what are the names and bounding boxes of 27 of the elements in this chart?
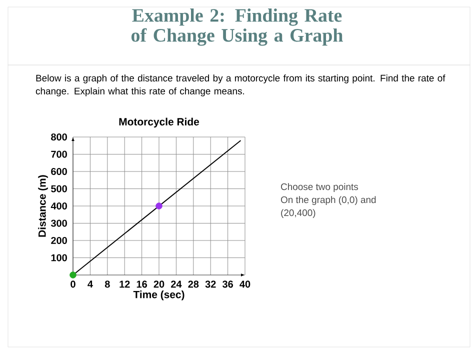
y-tick-label: 600 [51, 168, 67, 176]
x-tick-label: 32 [205, 280, 216, 288]
x-tick-label: 0 [70, 280, 76, 288]
x-tick-label: 40 [240, 280, 250, 288]
x-tick-label: 12 [120, 280, 130, 288]
text: On the graph (0,0) and [280, 196, 376, 205]
text: (20,400) [281, 209, 316, 218]
y-tick-label: 300 [50, 220, 67, 227]
x-tick-label: 4 [88, 280, 93, 288]
y-axis-title: Distance (m) [38, 175, 48, 237]
x-tick-label: 24 [171, 280, 182, 288]
x-tick-label: 16 [136, 280, 147, 288]
x-tick-label: 36 [222, 280, 233, 288]
text: Example 2: Finding Rate of Change Using a Graph [131, 8, 343, 46]
y-tick-label: 100 [51, 254, 67, 262]
y-tick-label: 800 [51, 133, 67, 141]
text: Below is a graph of the distance traveled by a motorcycle from its starting point. Find the rate of change. Explain what this rate of change means. [36, 74, 446, 96]
y-tick-label: 500 [51, 185, 67, 192]
text: Choose two points [281, 183, 358, 192]
chart-title: Motorcycle Ride [119, 118, 200, 128]
x-axis-title: Time (sec) [133, 290, 184, 300]
y-tick-label: 700 [51, 150, 67, 158]
y-tick-label: 400 [50, 202, 67, 210]
x-tick-label: 8 [104, 280, 110, 288]
x-tick-label: 28 [188, 280, 199, 288]
x-tick-label: 20 [154, 280, 164, 288]
y-tick-label: 200 [51, 236, 67, 244]
